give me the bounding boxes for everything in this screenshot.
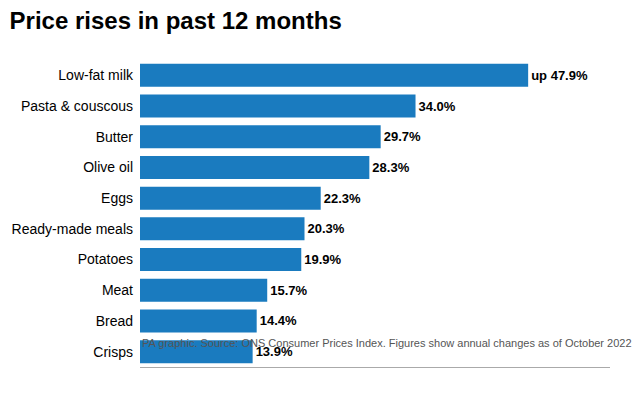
svg-text:14.4%: 14.4% (260, 313, 297, 328)
svg-text:Crisps: Crisps (93, 344, 133, 360)
svg-text:PA graphic. Source: ONS Consum: PA graphic. Source: ONS Consumer Prices … (142, 337, 632, 349)
svg-text:Potatoes: Potatoes (78, 251, 133, 267)
svg-text:29.7%: 29.7% (384, 129, 421, 144)
svg-text:Meat: Meat (102, 282, 133, 298)
svg-text:13.9%: 13.9% (256, 344, 293, 359)
svg-text:22.3%: 22.3% (324, 191, 361, 206)
svg-text:Pasta & couscous: Pasta & couscous (21, 98, 133, 114)
svg-text:15.7%: 15.7% (270, 283, 307, 298)
svg-text:Low-fat milk: Low-fat milk (58, 67, 134, 83)
svg-text:20.3%: 20.3% (308, 221, 345, 236)
svg-text:34.0%: 34.0% (419, 99, 456, 114)
svg-text:Ready-made meals: Ready-made meals (12, 221, 133, 237)
svg-text:19.9%: 19.9% (304, 252, 341, 267)
svg-text:Eggs: Eggs (101, 190, 133, 206)
svg-text:Butter: Butter (96, 129, 134, 145)
svg-text:Olive oil: Olive oil (83, 159, 133, 175)
svg-text:up 47.9%: up 47.9% (531, 68, 588, 83)
svg-text:Price rises in past 12 months: Price rises in past 12 months (10, 7, 342, 34)
svg-text:28.3%: 28.3% (372, 160, 409, 175)
svg-text:Bread: Bread (96, 313, 133, 329)
